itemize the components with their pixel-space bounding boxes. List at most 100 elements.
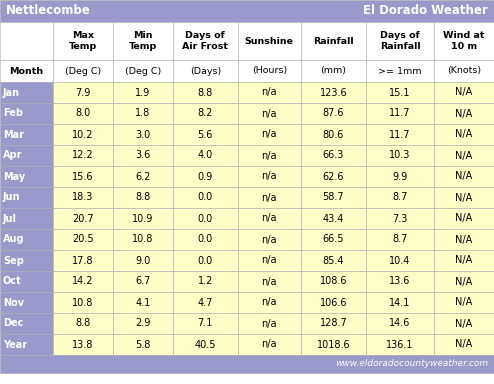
Text: 20.5: 20.5: [72, 235, 94, 245]
Text: Apr: Apr: [3, 151, 22, 161]
Text: May: May: [3, 172, 25, 182]
Bar: [173, 271, 238, 292]
Text: Year: Year: [3, 339, 27, 349]
Bar: [53, 313, 113, 334]
Text: 14.2: 14.2: [72, 276, 94, 286]
Bar: [366, 229, 434, 250]
Bar: [113, 103, 173, 124]
Bar: [301, 313, 366, 334]
Bar: [53, 334, 113, 355]
Text: Rainfall: Rainfall: [313, 36, 354, 45]
Text: 7.9: 7.9: [75, 88, 91, 98]
Text: 15.6: 15.6: [72, 172, 94, 182]
Bar: [366, 103, 434, 124]
Bar: [0, 187, 53, 208]
Bar: [238, 208, 301, 229]
Text: 7.3: 7.3: [392, 214, 408, 223]
Bar: [301, 292, 366, 313]
Bar: [238, 145, 301, 166]
Bar: [0, 0, 494, 22]
Bar: [0, 250, 53, 271]
Bar: [434, 145, 494, 166]
Bar: [238, 250, 301, 271]
Text: 8.7: 8.7: [392, 192, 408, 202]
Text: El Dorado Weather: El Dorado Weather: [363, 5, 488, 18]
Text: 8.8: 8.8: [76, 318, 90, 328]
Bar: [238, 334, 301, 355]
Bar: [0, 124, 53, 145]
Bar: [113, 208, 173, 229]
Text: 8.2: 8.2: [198, 109, 213, 119]
Bar: [113, 229, 173, 250]
Bar: [113, 166, 173, 187]
Text: 0.0: 0.0: [198, 214, 213, 223]
Bar: [53, 124, 113, 145]
Text: 10.2: 10.2: [72, 129, 94, 139]
Bar: [434, 124, 494, 145]
Bar: [301, 145, 366, 166]
Bar: [366, 250, 434, 271]
Text: 8.0: 8.0: [76, 109, 90, 119]
Text: 3.6: 3.6: [135, 151, 150, 161]
Bar: [301, 60, 366, 82]
Bar: [113, 313, 173, 334]
Text: 5.8: 5.8: [135, 339, 151, 349]
Bar: [53, 229, 113, 250]
Text: n/a: n/a: [262, 192, 277, 202]
Text: 66.5: 66.5: [323, 235, 344, 245]
Text: Oct: Oct: [3, 276, 22, 286]
Text: 106.6: 106.6: [320, 298, 347, 308]
Text: 8.8: 8.8: [198, 88, 213, 98]
Bar: [366, 22, 434, 60]
Bar: [53, 60, 113, 82]
Text: Nov: Nov: [3, 298, 24, 308]
Bar: [434, 208, 494, 229]
Text: n/a: n/a: [262, 88, 277, 98]
Text: Mar: Mar: [3, 129, 24, 139]
Text: N/A: N/A: [455, 129, 473, 139]
Text: 9.9: 9.9: [393, 172, 408, 182]
Text: 1.8: 1.8: [135, 109, 150, 119]
Text: n/a: n/a: [262, 318, 277, 328]
Text: 13.8: 13.8: [72, 339, 94, 349]
Bar: [434, 22, 494, 60]
Bar: [238, 229, 301, 250]
Text: n/a: n/a: [262, 172, 277, 182]
Bar: [0, 82, 53, 103]
Text: 4.1: 4.1: [135, 298, 150, 308]
Text: 58.7: 58.7: [323, 192, 344, 202]
Text: 0.0: 0.0: [198, 255, 213, 265]
Text: 128.7: 128.7: [320, 318, 347, 328]
Text: (Days): (Days): [190, 66, 221, 76]
Text: 0.0: 0.0: [198, 235, 213, 245]
Bar: [238, 60, 301, 82]
Bar: [301, 229, 366, 250]
Text: 10.8: 10.8: [132, 235, 154, 245]
Text: 10.9: 10.9: [132, 214, 154, 223]
Text: 12.2: 12.2: [72, 151, 94, 161]
Text: N/A: N/A: [455, 276, 473, 286]
Text: N/A: N/A: [455, 255, 473, 265]
Bar: [173, 60, 238, 82]
Bar: [238, 124, 301, 145]
Text: 136.1: 136.1: [386, 339, 414, 349]
Text: Month: Month: [9, 66, 43, 76]
Text: 8.7: 8.7: [392, 235, 408, 245]
Text: 10.3: 10.3: [389, 151, 411, 161]
Bar: [301, 271, 366, 292]
Text: n/a: n/a: [262, 298, 277, 308]
Bar: [53, 22, 113, 60]
Bar: [53, 250, 113, 271]
Bar: [366, 166, 434, 187]
Bar: [301, 166, 366, 187]
Bar: [113, 145, 173, 166]
Bar: [0, 208, 53, 229]
Text: 9.0: 9.0: [135, 255, 150, 265]
Text: 85.4: 85.4: [323, 255, 344, 265]
Bar: [113, 124, 173, 145]
Text: Sunshine: Sunshine: [245, 36, 294, 45]
Bar: [301, 187, 366, 208]
Text: 87.6: 87.6: [323, 109, 344, 119]
Text: 10.4: 10.4: [389, 255, 411, 265]
Text: 1.9: 1.9: [135, 88, 150, 98]
